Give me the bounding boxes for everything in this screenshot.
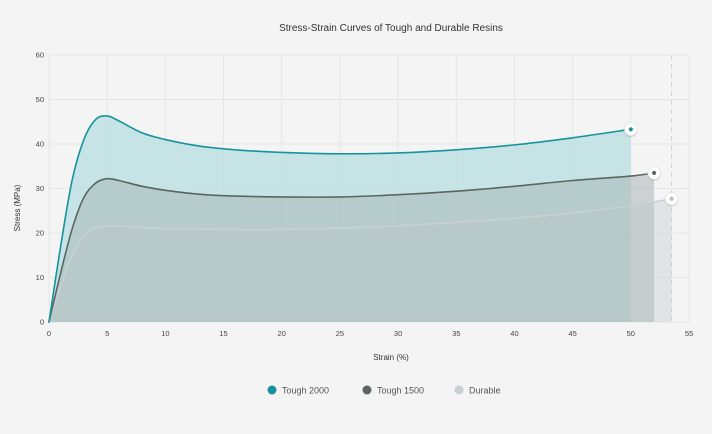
x-tick-label: 20 xyxy=(278,329,286,338)
y-axis-label: Stress (MPa) xyxy=(13,184,22,231)
y-tick-label: 0 xyxy=(40,318,44,327)
legend-label-tough-2000: Tough 2000 xyxy=(282,386,329,396)
end-marker-tough-2000[interactable] xyxy=(624,122,638,138)
end-marker-durable[interactable] xyxy=(664,192,679,207)
legend-item-durable[interactable]: Durable xyxy=(454,385,501,396)
area-fills xyxy=(49,115,672,322)
y-tick-label: 60 xyxy=(36,51,44,60)
end-marker-tough-1500[interactable] xyxy=(647,166,661,181)
x-tick-label: 50 xyxy=(627,329,635,338)
y-tick-label: 10 xyxy=(36,273,44,282)
marker-dot xyxy=(628,127,633,132)
x-tick-label: 40 xyxy=(510,329,518,338)
legend-label-tough-1500: Tough 1500 xyxy=(377,386,424,396)
line-durable[interactable] xyxy=(48,197,673,323)
legend-swatch-tough-1500 xyxy=(362,385,372,395)
y-tick-label: 50 xyxy=(36,95,44,104)
area-tough-1500 xyxy=(49,172,655,322)
legend-item-tough-2000[interactable]: Tough 2000 xyxy=(267,385,330,396)
x-tick-label: 5 xyxy=(105,329,109,338)
x-tick-label: 55 xyxy=(685,329,693,338)
y-tick-label: 30 xyxy=(36,184,44,193)
x-axis-label: Strain (%) xyxy=(373,353,409,362)
legend-item-tough-1500[interactable]: Tough 1500 xyxy=(362,385,425,396)
end-markers xyxy=(624,122,679,207)
axes: 0 10 20 30 40 50 60 0 5 10 15 20 25 30 35 40 45 50 55 xyxy=(36,51,694,338)
legend-swatch-tough-2000 xyxy=(267,385,277,395)
x-tick-label: 30 xyxy=(394,329,402,338)
chart-title: Stress-Strain Curves of Tough and Durabl… xyxy=(279,23,503,34)
legend-label-durable: Durable xyxy=(469,386,501,396)
y-tick-label: 40 xyxy=(36,140,44,149)
x-tick-label: 35 xyxy=(452,329,460,338)
line-tough-2000[interactable] xyxy=(48,115,632,323)
legend-swatch-durable xyxy=(454,385,464,395)
series-lines xyxy=(48,115,673,323)
line-tough-1500[interactable] xyxy=(48,172,655,323)
x-tick-label: 10 xyxy=(161,329,169,338)
marker-dot xyxy=(651,170,657,176)
x-tick-label: 45 xyxy=(568,329,576,338)
legend: Tough 2000 Tough 1500 Durable xyxy=(267,385,501,396)
x-tick-label: 0 xyxy=(47,329,51,338)
x-tick-label: 15 xyxy=(219,329,227,338)
y-tick-label: 20 xyxy=(36,229,44,238)
marker-dot xyxy=(669,196,674,201)
x-tick-label: 25 xyxy=(336,329,344,338)
